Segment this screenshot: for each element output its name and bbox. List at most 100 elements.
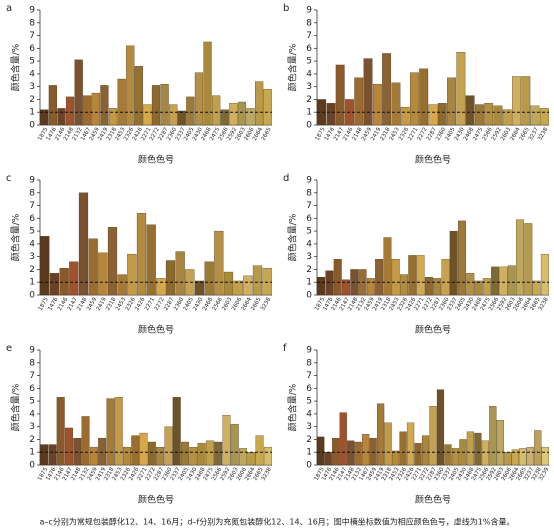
bar (516, 219, 524, 296)
bar (146, 224, 156, 296)
bar (326, 103, 336, 126)
bar (466, 273, 475, 296)
bar (246, 108, 255, 126)
bar (530, 105, 540, 126)
y-tick-label: 8 (306, 18, 312, 28)
y-tick-label: 7 (29, 31, 35, 41)
bar (65, 427, 73, 466)
y-tick-label: 1 (29, 448, 35, 458)
y-tick-label: 9 (306, 6, 312, 16)
x-axis-label: 颜色色号 (415, 324, 451, 336)
bar (499, 266, 508, 296)
bar (57, 108, 66, 126)
bar (441, 259, 450, 296)
caption: a–c分别为常规包装醇化12、14、16月；d–f分别为充氮包装醇化12、14、… (40, 517, 515, 527)
y-tick-label: 1 (306, 278, 312, 288)
y-tick-label: 6 (306, 44, 312, 54)
bar (91, 92, 100, 126)
bar (65, 96, 75, 126)
bar (181, 441, 189, 466)
bar (49, 273, 60, 296)
bar (74, 59, 83, 126)
bar (160, 83, 169, 126)
bar (223, 271, 234, 296)
y-tick-label: 4 (306, 69, 312, 79)
y-tick-label: 3 (29, 252, 35, 262)
bar (205, 440, 214, 466)
bar (186, 96, 195, 126)
y-tick-label: 9 (29, 176, 35, 186)
bar (347, 440, 355, 466)
y-tick-label: 5 (29, 227, 35, 237)
bar (474, 280, 483, 296)
bar (354, 441, 362, 466)
bar (534, 430, 542, 466)
bar (399, 431, 407, 466)
bar (325, 270, 334, 296)
y-tick-label: 6 (29, 214, 35, 224)
bar (391, 450, 400, 466)
y-tick-label: 1 (306, 448, 312, 458)
bar (482, 278, 491, 296)
y-tick-label: 5 (306, 57, 312, 67)
bar (366, 278, 375, 296)
bar (147, 441, 156, 466)
bar (481, 440, 489, 466)
bar (354, 77, 364, 126)
y-tick-label: 4 (306, 409, 312, 419)
x-axis-label: 颜色色号 (138, 324, 174, 336)
bar (414, 443, 422, 466)
bar (332, 438, 340, 466)
y-tick-label: 1 (29, 108, 35, 118)
y-tick-label: 3 (306, 252, 312, 262)
bar (107, 227, 118, 296)
y-tick-label: 6 (306, 384, 312, 394)
bar (139, 432, 148, 466)
bar (73, 438, 82, 466)
bar (539, 108, 549, 126)
bar (222, 415, 231, 466)
bar (59, 268, 69, 296)
bar (502, 109, 512, 126)
bar (100, 85, 109, 126)
bar (126, 45, 135, 126)
bar (255, 435, 264, 466)
bar (433, 278, 442, 296)
bar (465, 95, 475, 126)
bar (400, 274, 408, 296)
y-axis-label: 颜色含量/% (10, 213, 22, 261)
bar (131, 435, 140, 466)
y-tick-label: 3 (306, 422, 312, 432)
bar (372, 83, 382, 126)
bar (540, 253, 549, 296)
x-tick-label: 2665 (261, 126, 273, 142)
bar (117, 78, 126, 126)
bar (342, 279, 350, 296)
bar (40, 444, 49, 466)
y-tick-label: 0 (29, 121, 35, 131)
bar (189, 446, 198, 466)
bar (165, 260, 176, 296)
bar (519, 448, 527, 466)
bar (456, 52, 466, 126)
bar (204, 261, 214, 296)
bar (410, 72, 419, 126)
y-tick-label: 2 (29, 265, 35, 275)
bar (512, 76, 521, 126)
panel-label: e (6, 343, 12, 354)
bar (375, 259, 384, 296)
bar (194, 280, 205, 296)
bar (98, 252, 108, 296)
bar (491, 266, 500, 296)
bar (98, 438, 107, 466)
bar (458, 220, 466, 296)
bar (233, 280, 243, 296)
bar (255, 81, 264, 126)
bar (424, 276, 433, 296)
bar (220, 109, 229, 126)
bar (203, 41, 212, 126)
y-tick-label: 2 (29, 435, 35, 445)
bar (521, 76, 531, 126)
y-tick-label: 7 (306, 31, 312, 41)
